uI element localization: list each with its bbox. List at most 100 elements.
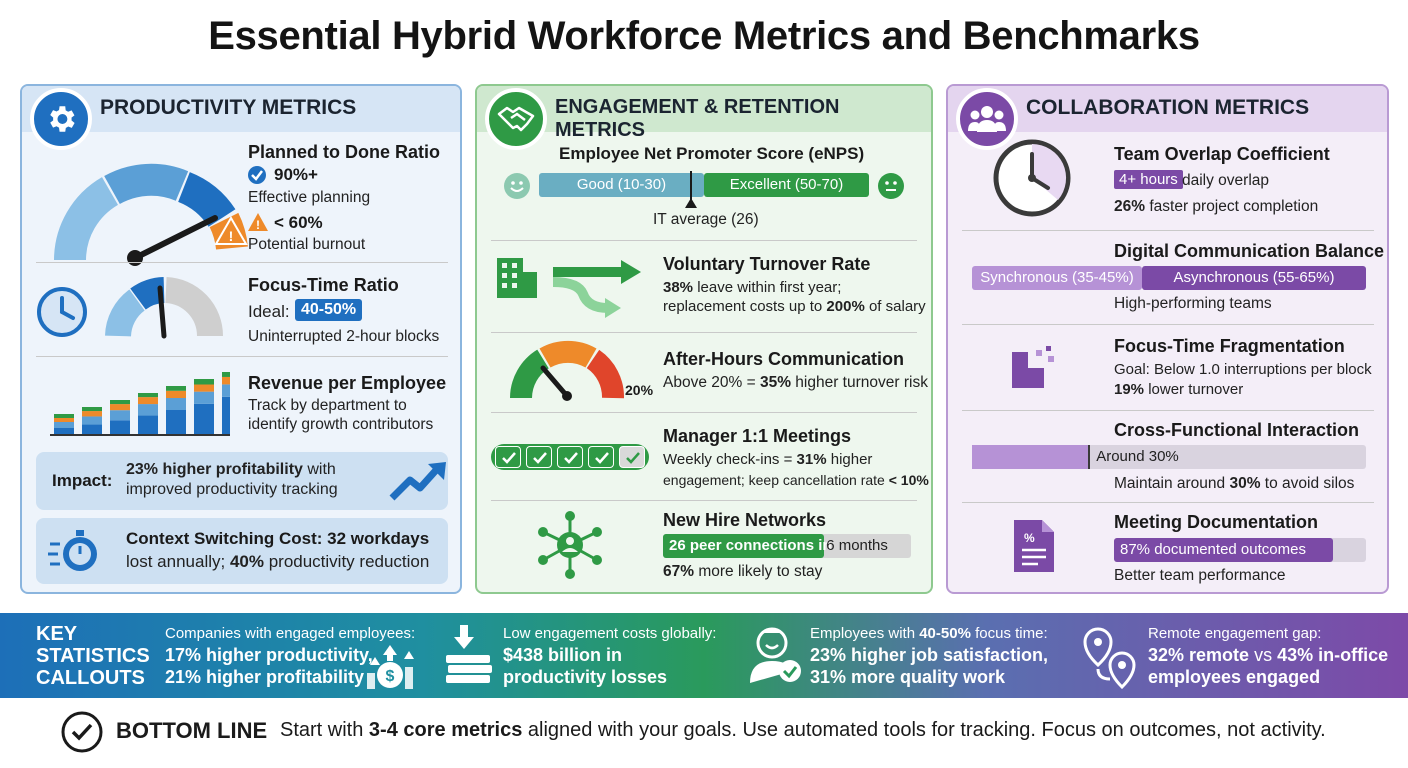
divider	[491, 500, 917, 501]
focus-text: Uninterrupted 2-hour blocks	[248, 328, 440, 345]
revenue-bar-segment	[194, 384, 214, 392]
warning-icon: !	[248, 213, 268, 232]
check-box-icon	[588, 446, 614, 468]
document-percent-icon: %	[1014, 520, 1054, 572]
check-box-icon	[495, 446, 521, 468]
callout4-line1: 32% remote vs 43% in-office	[1148, 645, 1389, 665]
revenue-title: Revenue per Employee	[248, 373, 447, 393]
key-statistics-band: KEY STATISTICS CALLOUTS Companies with eng…	[0, 613, 1408, 698]
enps-marker	[690, 171, 692, 201]
divider	[36, 356, 448, 357]
cross-line2: Maintain around 30% to avoid silos	[1114, 475, 1355, 492]
revenue-bar-segment	[110, 404, 130, 411]
callout4-small: Remote engagement gap:	[1148, 625, 1322, 642]
enps-title: Employee Net Promoter Score (eNPS)	[559, 144, 865, 163]
revenue-bar-segment	[54, 418, 74, 422]
planned-good-text: Effective planning	[248, 189, 371, 206]
revenue-bar-segment	[138, 415, 158, 434]
divider	[962, 410, 1374, 411]
after-hours-gauge-label: 20%	[625, 382, 654, 398]
context-switching-box: Context Switching Cost: 32 workdays lost…	[36, 518, 448, 584]
newhire-bar-fill	[663, 534, 825, 558]
newhire-bar-rest: 6 months	[826, 537, 888, 554]
stopwatch-icon	[48, 530, 97, 571]
revenue-bar-segment	[222, 372, 230, 377]
smile-icon	[504, 173, 530, 199]
dollar-growth-icon: $	[367, 645, 414, 689]
page-title: Essential Hybrid Workforce Metrics and B…	[208, 14, 1200, 58]
docs-line2: Better team performance	[1114, 567, 1286, 584]
divider	[491, 332, 917, 333]
divider	[491, 412, 917, 413]
divider	[36, 262, 448, 263]
impact-line2: improved productivity tracking	[126, 481, 338, 498]
engagement-header: ENGAGEMENT & RETENTION METRICS	[477, 86, 931, 150]
callouts-label: KEY STATISTICS CALLOUTS	[36, 623, 150, 689]
callout3-line1: 23% higher job satisfaction,	[810, 645, 1049, 665]
collaboration-title: COLLABORATION METRICS	[1026, 96, 1310, 119]
bottom-line-text: Start with 3-4 core metrics aligned with…	[280, 719, 1326, 741]
engagement-title: ENGAGEMENT & RETENTION METRICS	[555, 96, 840, 141]
clock-icon	[37, 287, 87, 337]
revenue-bar-chart-icon	[50, 372, 230, 436]
revenue-line2: identify growth contributors	[248, 416, 434, 433]
team-icon	[956, 88, 1018, 150]
revenue-bar-segment	[166, 390, 186, 398]
docs-bar-text: 87% documented outcomes	[1120, 541, 1306, 558]
docs-title: Meeting Documentation	[1114, 512, 1319, 532]
callout2-small: Low engagement costs globally:	[503, 625, 717, 642]
callout3-line2: 31% more quality work	[810, 667, 1006, 687]
enps-good-segment: Good (10-30)	[539, 173, 704, 197]
revenue-bar-segment	[166, 386, 186, 391]
planned-gauge-icon: !	[54, 163, 248, 266]
overlap-clock-icon	[993, 139, 1071, 217]
cross-bar-fill	[972, 445, 1091, 469]
revenue-bar-segment	[110, 400, 130, 405]
after-hours-gauge-icon	[510, 340, 624, 401]
neutral-face-icon	[878, 173, 904, 199]
revenue-bar-segment	[82, 407, 102, 412]
callout4-line2: employees engaged	[1148, 667, 1321, 687]
revenue-bar-segment	[138, 404, 158, 416]
callout1-line1: 17% higher productivity,	[165, 645, 373, 665]
check-box-icon	[526, 446, 552, 468]
revenue-bar-segment	[54, 428, 74, 434]
context-line1: Context Switching Cost: 32 workdays	[126, 529, 430, 548]
svg-text:!: !	[229, 228, 234, 244]
revenue-bar-segment	[222, 384, 230, 397]
fragment-line2: 19% lower turnover	[1114, 381, 1244, 398]
productivity-title: PRODUCTIVITY METRICS	[100, 96, 357, 119]
bottom-line: BOTTOM LINE Start with 3-4 core metrics …	[0, 700, 1408, 768]
overlap-tag-rest: daily overlap	[1182, 172, 1270, 189]
overlap-title: Team Overlap Coefficient	[1114, 144, 1330, 164]
happy-employee-icon	[750, 627, 801, 683]
callout1-small: Companies with engaged employees:	[165, 625, 416, 642]
revenue-bar-segment	[194, 403, 214, 434]
revenue-bar-segment	[110, 420, 130, 434]
trend-up-icon	[389, 462, 446, 501]
digital-title: Digital Communication Balance	[1114, 241, 1385, 261]
focus-title: Focus-Time Ratio	[248, 275, 399, 295]
divider	[491, 240, 917, 241]
overlap-tag: 4+ hours	[1114, 170, 1183, 189]
revenue-bar-segment	[194, 379, 214, 385]
newhire-line1: 67% more likely to stay	[663, 563, 823, 580]
callout3-small: Employees with 40-50% focus time:	[810, 625, 1048, 642]
cross-title: Cross-Functional Interaction	[1114, 420, 1360, 440]
revenue-bar-segment	[194, 391, 214, 404]
check-box-icon	[557, 446, 583, 468]
revenue-bar-segment	[222, 376, 230, 385]
digital-async-segment: Asynchronous (55-65%)	[1142, 266, 1366, 290]
revenue-bar-segment	[82, 411, 102, 417]
planned-bad-value: < 60%	[274, 213, 323, 232]
revenue-bar-segment	[222, 396, 230, 434]
network-icon	[538, 511, 602, 579]
productivity-panel: PRODUCTIVITY METRICS ! Planned to Done R…	[20, 84, 462, 594]
check-box-icon	[619, 446, 645, 468]
location-pins-icon	[1083, 627, 1136, 689]
divider	[962, 230, 1374, 231]
turnover-title: Voluntary Turnover Rate	[663, 254, 871, 274]
after-hours-title: After-Hours Communication	[663, 349, 905, 369]
after-hours-line1: Above 20% = 35% higher turnover risk	[663, 374, 928, 391]
manager-line1: Weekly check-ins = 31% higher	[663, 451, 873, 468]
